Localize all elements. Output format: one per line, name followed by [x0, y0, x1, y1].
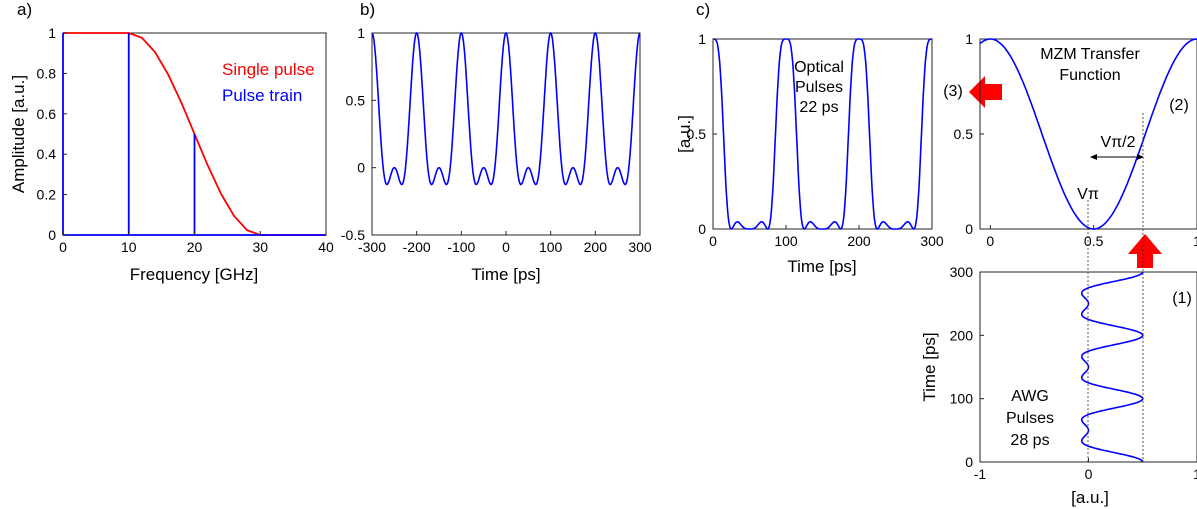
plot-a-xtick-label: 0 [59, 239, 67, 255]
awg-pulses-line [1080, 271, 1144, 463]
plot-c-awg-xtick-label: -1 [974, 466, 987, 482]
optical-pulses-line [713, 38, 932, 230]
panel-b-label: b) [360, 0, 375, 19]
plot-c-awg-ytick-label: 300 [950, 264, 974, 280]
plot-c-optical-xtick-label: 200 [847, 233, 871, 249]
plot-c-awg-xlabel: [a.u.] [1071, 488, 1109, 507]
mzm-title-line2: Function [1059, 67, 1120, 84]
plot-a-ytick-label: 0.4 [37, 146, 57, 162]
plot-c-optical-xtick-label: 100 [774, 233, 798, 249]
plot-c-optical-xtick-label: 300 [920, 233, 944, 249]
plot-b-xtick-label: -200 [403, 239, 431, 255]
plot-c-optical: 0 100 200 300 0 0.5 1 Time [ps] [a.u.] Optical… [675, 31, 944, 276]
plot-a-ytick-label: 0.2 [37, 187, 57, 203]
plot-b: -300 -200 -100 0 100 200 300 -0.5 0 0.5 1 Time [ps… [341, 25, 652, 284]
plot-b-ytick-label: 0.5 [346, 92, 366, 108]
plot-c-awg-ytick-label: 0 [965, 454, 973, 470]
plot-c-awg-xtick-label: 1 [1193, 466, 1197, 482]
optical-annotation-line3: 22 ps [799, 99, 838, 116]
plot-c-optical-xtick-label: 0 [709, 233, 717, 249]
optical-annotation-line2: Pulses [795, 79, 843, 96]
plot-a-ytick-label: 0.6 [37, 106, 57, 122]
plot-b-xtick-label: 100 [539, 239, 563, 255]
marker-3: (3) [943, 83, 963, 100]
arrowhead-left-icon [1090, 154, 1097, 160]
plot-b-xtick-label: 200 [584, 239, 608, 255]
plot-c-mzm-ytick-label: 0 [965, 221, 973, 237]
plot-a-ytick-label: 0 [48, 227, 56, 243]
plot-a-xtick-label: 10 [121, 239, 137, 255]
plot-a-xtick-label: 20 [187, 239, 203, 255]
plot-b-xtick-label: -300 [358, 239, 386, 255]
marker-1: (1) [1172, 290, 1192, 307]
plot-c-optical-ylabel: [a.u.] [675, 115, 694, 153]
plot-c-awg-ytick-label: 200 [950, 327, 974, 343]
time-signal-line [371, 31, 641, 186]
plot-c-optical-ytick-label: 1 [698, 31, 706, 47]
plot-a-xtick-label: 40 [318, 239, 334, 255]
plot-b-xtick-label: 0 [502, 239, 510, 255]
plot-c-awg-xtick-label: 0 [1085, 466, 1093, 482]
plot-a-ytick-label: 1 [48, 25, 56, 41]
plot-c-optical-ytick-label: 0.5 [687, 126, 707, 142]
plot-b-xtick-label: 300 [628, 239, 652, 255]
vpi-half-label: Vπ/2 [1100, 134, 1135, 151]
plot-b-xtick-label: -100 [447, 239, 475, 255]
mzm-title-line1: MZM Transfer [1040, 46, 1140, 63]
plot-b-ytick-label: 0 [357, 160, 365, 176]
plot-c-optical-ytick-label: 0 [698, 221, 706, 237]
awg-annotation-line1: AWG [1011, 388, 1049, 405]
arrow-left-icon [969, 76, 1002, 108]
plot-a-ytick-label: 0.8 [37, 65, 57, 81]
plot-b-ytick-label: 1 [357, 25, 365, 41]
plot-c-mzm-ytick-label: 0.5 [954, 126, 974, 142]
plot-b-ytick-label: -0.5 [341, 227, 365, 243]
optical-annotation-line1: Optical [794, 59, 844, 76]
legend-pulse-train: Pulse train [222, 86, 302, 105]
plot-c-mzm: 0 0.5 1 0 0.5 1 MZM Transfer Function (2) Vπ/… [954, 31, 1197, 249]
awg-annotation-line2: Pulses [1006, 410, 1054, 427]
plot-c-awg: -1010100200300 [a.u.] Time [ps] AWG Puls… [920, 264, 1197, 507]
panel-c-label: c) [696, 0, 710, 19]
plot-b-xlabel: Time [ps] [471, 265, 540, 284]
plot-c-mzm-xtick-label: 0 [986, 233, 994, 249]
plot-c-optical-xlabel: Time [ps] [787, 257, 856, 276]
legend-single-pulse: Single pulse [222, 60, 315, 79]
plot-c-mzm-ytick-label: 1 [965, 31, 973, 47]
vpi-label: Vπ [1077, 186, 1099, 203]
plot-a-xlabel: Frequency [GHz] [130, 265, 259, 284]
plot-c-awg-ytick-label: 100 [950, 391, 974, 407]
plot-c-mzm-xtick-label: 1 [1193, 233, 1197, 249]
arrowhead-right-icon [1137, 154, 1144, 160]
awg-annotation-line3: 28 ps [1010, 432, 1049, 449]
panel-a-label: a) [17, 0, 32, 19]
marker-2: (2) [1169, 97, 1189, 114]
plot-a-ylabel: Amplitude [a.u.] [9, 75, 28, 193]
arrow-up-icon [1128, 234, 1162, 268]
plot-a-xtick-label: 30 [252, 239, 268, 255]
plot-c-awg-ylabel: Time [ps] [920, 332, 939, 401]
mzm-transfer-line [979, 38, 1197, 230]
plot-c-mzm-xtick-label: 0.5 [1084, 233, 1104, 249]
